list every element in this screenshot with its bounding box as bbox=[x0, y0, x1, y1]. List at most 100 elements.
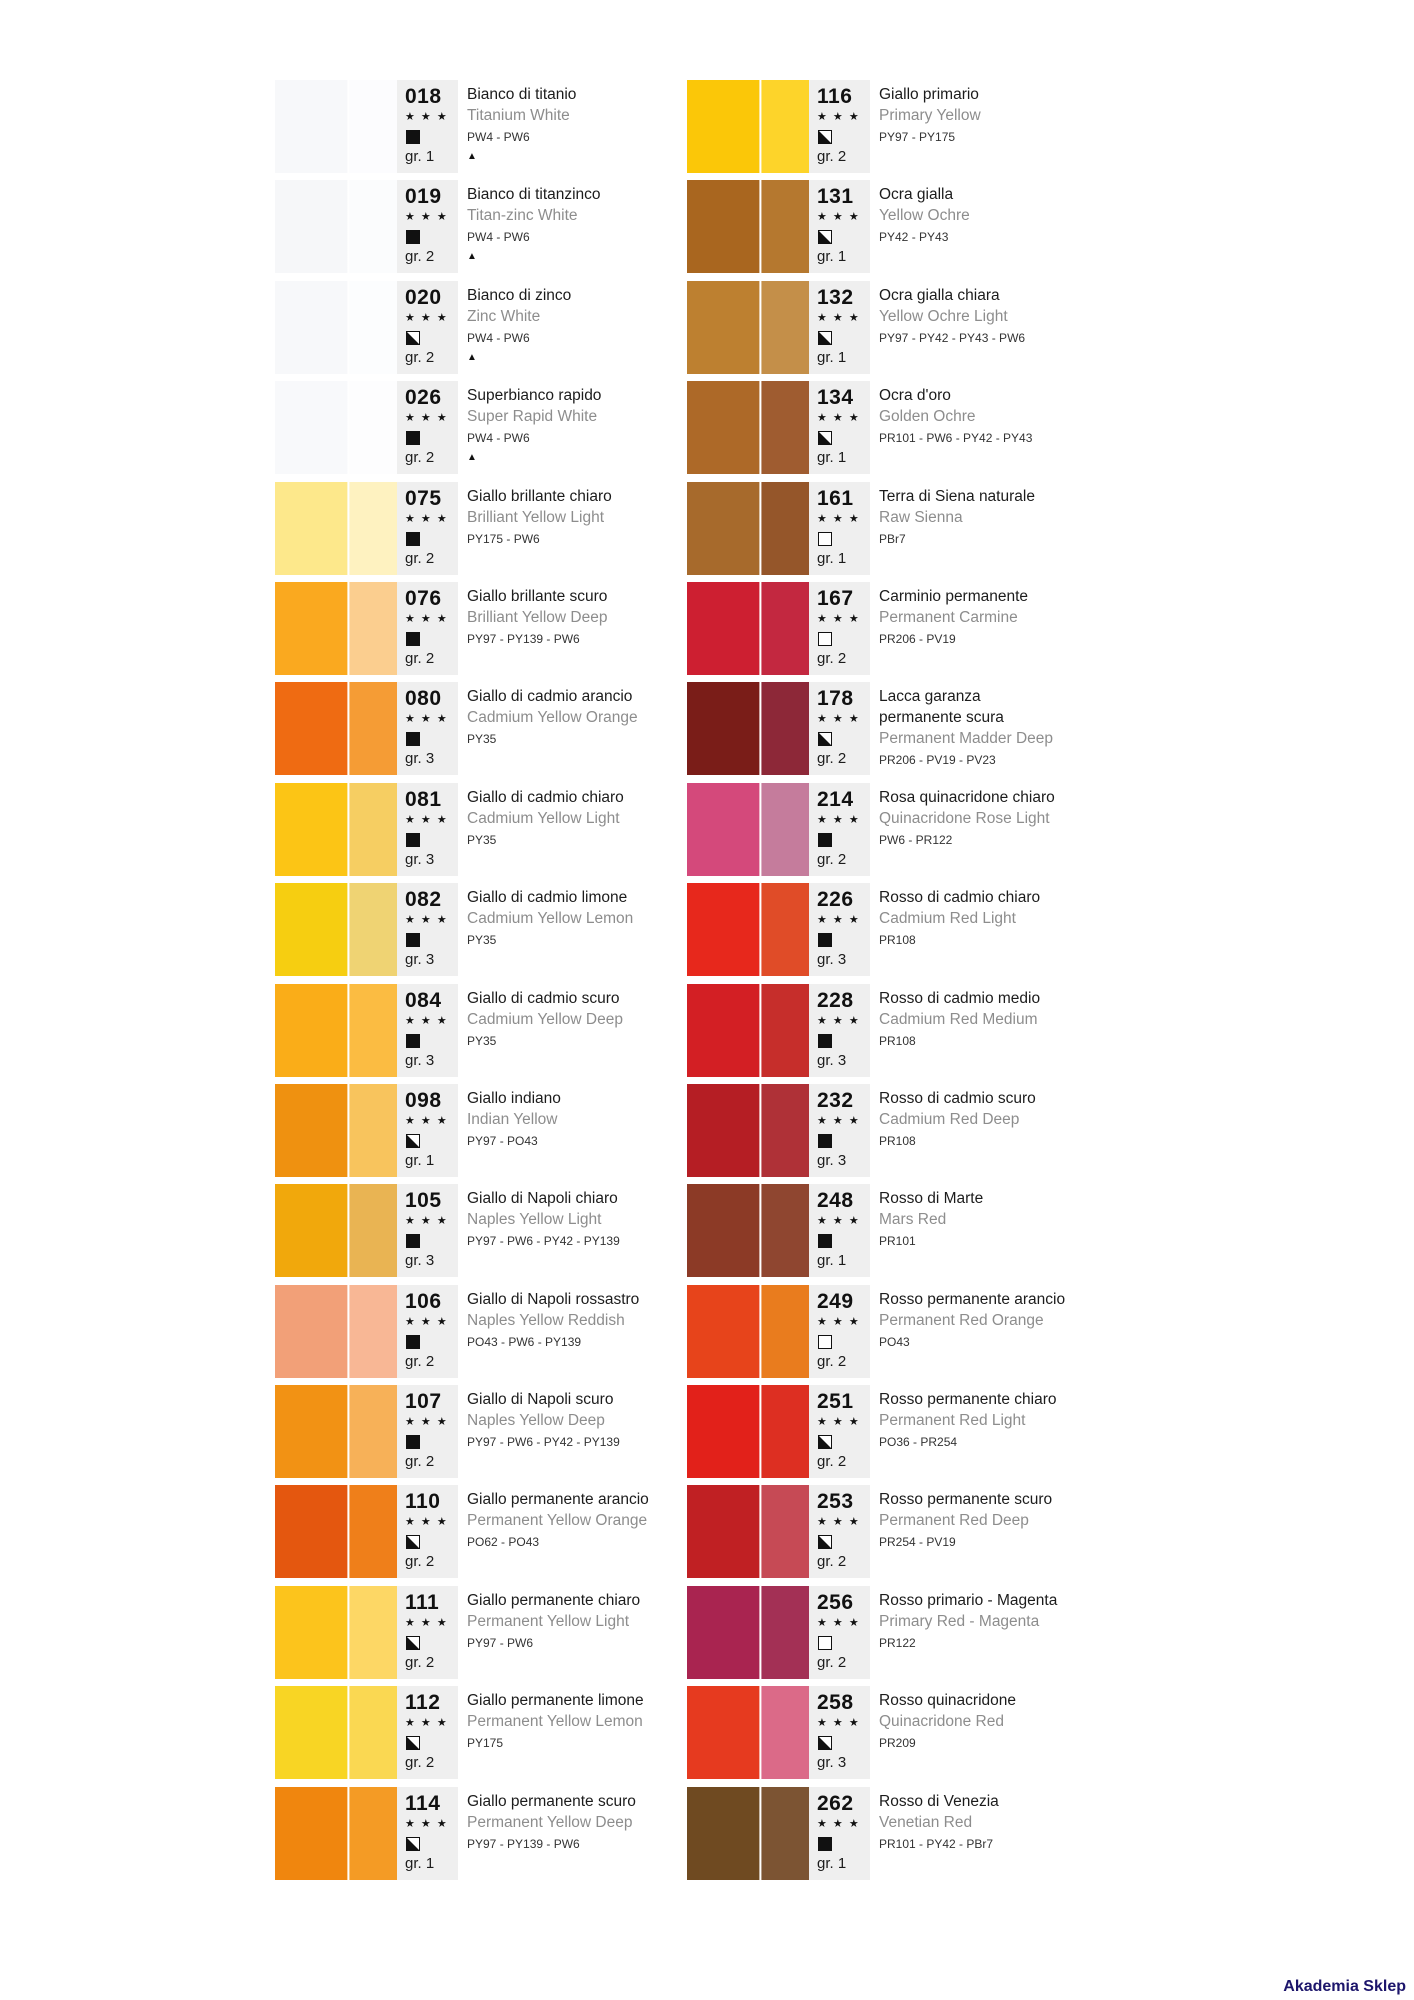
paint-code: 106 bbox=[405, 1289, 442, 1313]
price-group-label: gr. 3 bbox=[817, 1754, 847, 1772]
lightfastness-stars-icon: ★ ★ ★ bbox=[405, 512, 449, 525]
pigment-codes: PR206 - PV19 bbox=[879, 631, 956, 646]
paint-info-box: 098 ★ ★ ★ gr. 1 bbox=[397, 1083, 458, 1177]
paint-entry: 019 ★ ★ ★ gr. 2 Bianco di titanzinco Tit… bbox=[275, 180, 717, 274]
paint-swatch bbox=[687, 1485, 809, 1579]
opacity-icon bbox=[818, 1535, 832, 1550]
price-group-label: gr. 2 bbox=[405, 449, 435, 467]
paint-name-italian: Giallo primario bbox=[879, 86, 979, 103]
paint-name-italian: Rosso quinacridone bbox=[879, 1692, 1017, 1710]
paint-code: 251 bbox=[817, 1390, 854, 1414]
paint-names: Giallo di Napoli rossastro Naples Yellow… bbox=[467, 1285, 717, 1378]
pigment-codes: PR101 bbox=[879, 1234, 916, 1249]
paint-info-box: 081 ★ ★ ★ gr. 3 bbox=[397, 782, 458, 876]
paint-code: 228 bbox=[817, 988, 854, 1012]
paint-swatch bbox=[275, 883, 397, 977]
paint-name-english: Permanent Madder Deep bbox=[879, 730, 1054, 748]
lightfastness-stars-icon: ★ ★ ★ bbox=[405, 713, 449, 726]
paint-name-italian: Giallo brillante chiaro bbox=[467, 487, 612, 505]
pigment-codes: PR122 bbox=[879, 1635, 916, 1650]
pigment-codes: PR108 bbox=[879, 1033, 916, 1048]
paint-info-box: 026 ★ ★ ★ gr. 2 bbox=[397, 381, 458, 475]
lightfastness-stars-icon: ★ ★ ★ bbox=[817, 111, 861, 123]
paint-entry: 112 ★ ★ ★ gr. 2 Giallo permanente limone… bbox=[275, 1686, 717, 1780]
fast-drying-triangle-icon: ▲ bbox=[467, 151, 477, 162]
paint-name-italian: Terra di Siena naturale bbox=[879, 487, 1035, 505]
paint-swatch bbox=[275, 1184, 397, 1278]
paint-names: Ocra gialla Yellow Ochre PY42 - PY43 bbox=[879, 180, 1129, 273]
opacity-icon bbox=[818, 933, 832, 948]
paint-info-box: 114 ★ ★ ★ gr. 1 bbox=[397, 1786, 458, 1880]
paint-code: 080 bbox=[405, 687, 442, 711]
pigment-codes: PY97 - PW6 bbox=[467, 1635, 534, 1650]
lightfastness-stars-icon: ★ ★ ★ bbox=[405, 1516, 449, 1529]
paint-entry: 131 ★ ★ ★ gr. 1 Ocra gialla Yellow Ochre… bbox=[687, 180, 1129, 274]
paint-code: 081 bbox=[405, 787, 442, 811]
paint-name-english: Brilliant Yellow Deep bbox=[467, 608, 608, 626]
paint-names: Rosso di cadmio chiaro Cadmium Red Light… bbox=[879, 883, 1129, 976]
pigment-codes: PO62 - PO43 bbox=[467, 1535, 540, 1550]
paint-names: Giallo primario Primary Yellow PY97 - PY… bbox=[879, 80, 1129, 173]
paint-entry: 082 ★ ★ ★ gr. 3 Giallo di cadmio limone … bbox=[275, 883, 717, 977]
opacity-icon bbox=[406, 330, 420, 345]
paint-entry: 116 ★ ★ ★ gr. 2 Giallo primario Primary … bbox=[687, 80, 1129, 173]
paint-name-english: Permanent Carmine bbox=[879, 608, 1018, 626]
pigment-codes: PY97 - PW6 - PY42 - PY139 bbox=[467, 1435, 620, 1450]
paint-info-box: 253 ★ ★ ★ gr. 2 bbox=[809, 1485, 870, 1579]
paint-name-english: Yellow Ochre bbox=[879, 207, 970, 225]
opacity-icon bbox=[818, 1234, 832, 1249]
paint-swatch bbox=[687, 180, 809, 274]
pigment-codes: PR101 - PY42 - PBr7 bbox=[879, 1836, 994, 1851]
price-group-label: gr. 1 bbox=[817, 1252, 847, 1270]
paint-name-italian: Giallo di Napoli chiaro bbox=[467, 1190, 618, 1208]
opacity-icon bbox=[818, 832, 832, 847]
paint-names: Giallo brillante chiaro Brilliant Yellow… bbox=[467, 482, 717, 575]
opacity-icon bbox=[818, 230, 832, 245]
pigment-codes: PR206 - PV19 - PV23 bbox=[879, 753, 996, 768]
paint-info-box: 256 ★ ★ ★ gr. 2 bbox=[809, 1585, 870, 1679]
paint-names: Rosso di Venezia Venetian Red PR101 - PY… bbox=[879, 1787, 1129, 1880]
lightfastness-stars-icon: ★ ★ ★ bbox=[817, 311, 861, 324]
opacity-icon bbox=[406, 631, 420, 646]
paint-info-box: 214 ★ ★ ★ gr. 2 bbox=[809, 782, 870, 876]
paint-names: Rosso primario - Magenta Primary Red - M… bbox=[879, 1586, 1129, 1679]
pigment-codes: PY42 - PY43 bbox=[879, 230, 949, 245]
paint-name-english: Venetian Red bbox=[879, 1813, 973, 1831]
paint-code: 020 bbox=[405, 285, 442, 309]
paint-code: 132 bbox=[817, 285, 854, 309]
paint-code: 253 bbox=[817, 1490, 854, 1514]
paint-names: Bianco di zinco Zinc White PW4 - PW6 ▲ bbox=[467, 281, 717, 374]
paint-name-english: Brilliant Yellow Light bbox=[467, 508, 605, 526]
lightfastness-stars-icon: ★ ★ ★ bbox=[817, 512, 861, 525]
opacity-icon bbox=[406, 1836, 420, 1851]
paint-entry: 106 ★ ★ ★ gr. 2 Giallo di Napoli rossast… bbox=[275, 1284, 717, 1378]
lightfastness-stars-icon: ★ ★ ★ bbox=[405, 1114, 449, 1127]
pigment-codes: PR101 - PW6 - PY42 - PY43 bbox=[879, 431, 1033, 446]
price-group-label: gr. 2 bbox=[405, 649, 435, 667]
paint-names: Giallo indiano Indian Yellow PY97 - PO43 bbox=[467, 1084, 717, 1177]
opacity-icon bbox=[406, 1635, 420, 1650]
fast-drying-triangle-icon: ▲ bbox=[467, 452, 477, 464]
lightfastness-stars-icon: ★ ★ ★ bbox=[817, 713, 861, 726]
paint-names: Giallo di cadmio chiaro Cadmium Yellow L… bbox=[467, 783, 717, 876]
opacity-icon bbox=[818, 1736, 832, 1751]
paint-name-english: Mars Red bbox=[879, 1211, 947, 1229]
paint-code: 178 bbox=[817, 687, 854, 711]
paint-names: Giallo di Napoli chiaro Naples Yellow Li… bbox=[467, 1184, 717, 1277]
paint-name-italian: Ocra d'oro bbox=[879, 387, 951, 405]
paint-name-italian: Giallo di cadmio scuro bbox=[467, 989, 620, 1007]
paint-swatch bbox=[275, 581, 397, 675]
paint-swatch bbox=[275, 1585, 397, 1679]
paint-entry: 253 ★ ★ ★ gr. 2 Rosso permanente scuro P… bbox=[687, 1485, 1129, 1579]
price-group-label: gr. 3 bbox=[817, 1051, 847, 1069]
paint-name-english: Cadmium Yellow Orange bbox=[467, 709, 638, 727]
paint-name-english: Cadmium Red Light bbox=[879, 910, 1016, 928]
paint-entry: 167 ★ ★ ★ gr. 2 Carminio permanente Perm… bbox=[687, 581, 1129, 675]
opacity-icon bbox=[818, 130, 832, 144]
paint-names: Rosso permanente chiaro Permanent Red Li… bbox=[879, 1385, 1129, 1478]
paint-swatch bbox=[687, 782, 809, 876]
paint-swatch bbox=[275, 682, 397, 776]
paint-swatch bbox=[687, 1585, 809, 1679]
price-group-label: gr. 1 bbox=[817, 248, 847, 266]
paint-entry: 232 ★ ★ ★ gr. 3 Rosso di cadmio scuro Ca… bbox=[687, 1083, 1129, 1177]
